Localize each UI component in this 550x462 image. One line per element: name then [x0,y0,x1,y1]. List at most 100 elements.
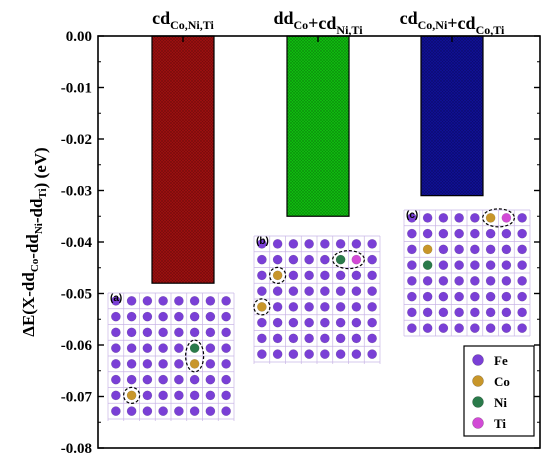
atom-fe [351,239,362,249]
atom-fe [335,286,346,296]
atom-fe [257,333,267,344]
atom-fe [158,359,168,369]
atom-fe [257,254,267,265]
atom-fe [174,359,184,369]
atom-fe [501,276,512,286]
atom-fe [454,307,464,318]
atom-fe [485,276,496,286]
atom-fe [126,311,137,322]
category-label-sub: Co [293,18,308,32]
atom-fe [189,311,200,322]
atom-ni [422,260,433,270]
atom-fe [189,374,200,385]
atom-fe [407,260,417,270]
atom-fe [320,302,330,312]
atom-fe [142,390,153,401]
atom-fe [407,276,417,286]
atom-fe [367,239,377,249]
atom-fe [320,349,330,359]
atom-fe [272,302,283,312]
category-label-text: +cd [447,13,475,33]
atom-fe [351,317,362,328]
atom-fe [485,244,496,255]
bar-hatch [287,36,349,217]
atom-fe [454,260,464,270]
atom-fe [407,213,417,223]
category-label-text: dd [273,8,293,28]
lattice-inset: (b) [253,235,381,364]
atom-fe [470,307,480,318]
atom-fe [501,228,512,239]
atom-fe [288,349,299,359]
atom-fe [288,302,299,312]
atom-fe [288,317,299,328]
atom-fe [205,311,216,322]
atom-fe [304,302,314,312]
legend-label: Ni [494,395,507,410]
atom-fe [205,296,216,306]
atom-ti [501,213,512,223]
atom-fe [189,406,200,416]
atom-fe [142,311,153,322]
atom-fe [189,296,200,306]
atom-fe [221,327,231,338]
atom-fe [485,291,496,302]
atom-fe [257,349,267,359]
atom-fe [221,311,231,322]
atom-fe [438,228,449,239]
atom-fe [422,323,433,333]
atom-fe [126,359,137,369]
y-tick-label: -0.08 [61,441,92,457]
atom-fe [335,270,346,281]
atom-fe [470,244,480,255]
atom-fe [304,286,314,296]
atom-fe [126,343,137,353]
atom-fe [485,228,496,239]
atom-co [422,244,433,255]
category-label-sub: Co,Ti [476,23,505,37]
atom-fe [221,359,231,369]
dopant-highlight [253,298,271,316]
atom-co [272,270,283,281]
atom-fe [501,291,512,302]
atom-fe [205,327,216,338]
y-tick-label: -0.02 [61,132,92,148]
atom-fe [304,254,314,265]
atom-fe [351,333,362,344]
atom-fe [158,343,168,353]
atom-fe [454,276,464,286]
atom-co [257,302,267,312]
atom-fe [111,311,121,322]
atom-fe [422,307,433,318]
atom-fe [422,213,433,223]
atom-fe [367,286,377,296]
y-tick-label: -0.05 [61,287,92,303]
atom-fe [438,276,449,286]
atom-fe [438,307,449,318]
category-label: cdCo,Ni,Ti [152,8,214,32]
atom-fe [470,213,480,223]
atom-fe [517,323,527,333]
bar-hatch [152,36,214,284]
y-tick-label: 0.00 [66,29,92,45]
atom-fe [367,333,377,344]
atom-fe [407,244,417,255]
atom-fe [438,260,449,270]
y-tick-label: -0.01 [61,81,92,97]
atom-fe [205,406,216,416]
atom-fe [501,260,512,270]
atom-fe [304,349,314,359]
atom-fe [158,311,168,322]
atom-fe [470,323,480,333]
lattice-inset: (c) [403,208,531,337]
atom-fe [174,406,184,416]
atom-fe [438,244,449,255]
atom-fe [174,343,184,353]
atom-fe [174,296,184,306]
atom-fe [111,327,121,338]
atom-fe [111,390,121,401]
atom-co [189,359,200,369]
atom-fe [407,307,417,318]
legend-swatch [472,354,484,366]
